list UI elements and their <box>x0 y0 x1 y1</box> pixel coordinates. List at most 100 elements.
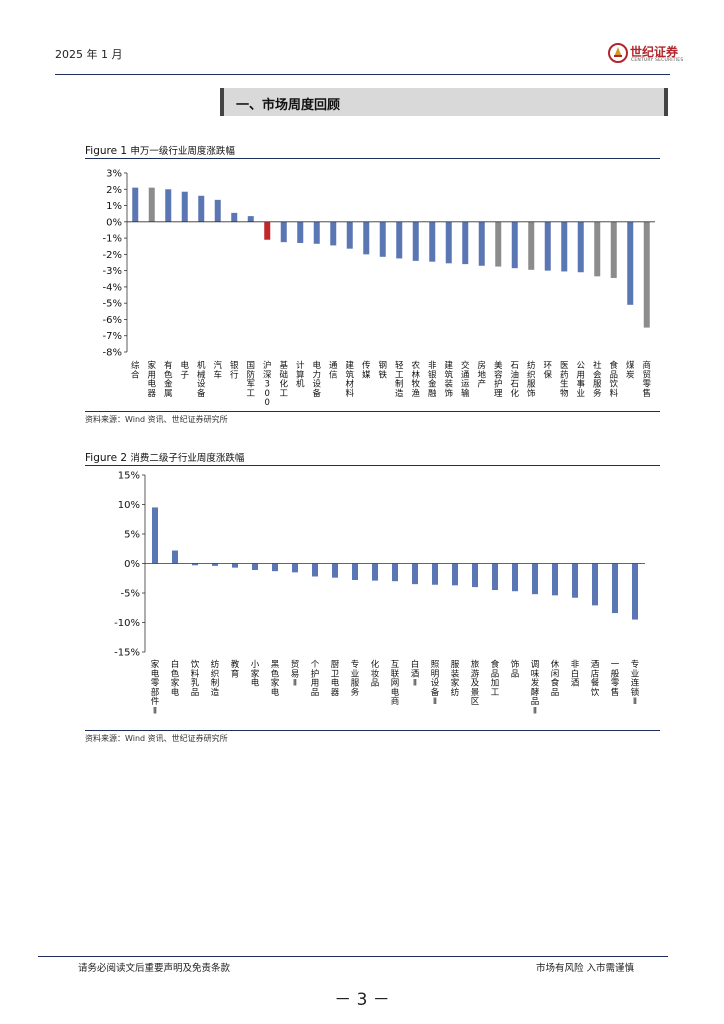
figure1-category-label: 有色金属 <box>164 360 173 399</box>
figure1-bottom-rule <box>85 411 660 412</box>
figure1-bar <box>379 221 386 257</box>
figure1-category-label: 综合 <box>131 360 140 380</box>
figure1-bar <box>148 187 155 222</box>
figure1-category-label: 食品饮料 <box>609 360 618 399</box>
figure1-bar <box>412 221 419 261</box>
figure1-bar <box>544 221 551 271</box>
figure1-y-tick-label: -6% <box>103 315 122 326</box>
figure1-category-label: 钢铁 <box>378 360 387 380</box>
figure1-y-tick-label: 1% <box>106 201 122 212</box>
figure1-category-label: 家用电器 <box>147 360 156 399</box>
figure1-bar <box>577 221 584 273</box>
figure2-bar <box>252 563 258 570</box>
figure2-bar <box>632 563 638 620</box>
figure2-bar <box>472 563 478 588</box>
figure2-category-label: 白色家电 <box>171 659 180 698</box>
figure2-bar <box>592 563 598 606</box>
figure2-title: Figure 2 消费二级子行业周度涨跌幅 <box>85 450 244 464</box>
figure1-bar <box>264 221 271 240</box>
figure1-category-label: 计算机 <box>296 360 305 390</box>
figure2-category-label: 白酒 Ⅱ <box>411 659 420 689</box>
figure2-category-label: 厨卫电器 <box>331 660 340 698</box>
figure1-bar <box>181 191 188 222</box>
footer-risk-notice: 市场有风险 入市需谨慎 <box>536 963 635 974</box>
figure2-top-rule <box>85 465 660 466</box>
figure2-bar <box>512 563 518 592</box>
figure2-category-label: 黑色家电 <box>271 660 280 698</box>
figure1-source-wind: Wind <box>125 415 146 424</box>
figure1-category-label: 美容护理 <box>494 360 503 399</box>
figure2-source-prefix: 资料来源： <box>85 734 125 743</box>
figure1-bar <box>445 221 452 264</box>
figure2-category-label: 小家电 <box>251 659 260 689</box>
figure1-bar <box>330 221 337 246</box>
figure1-category-label: 汽车 <box>213 360 222 380</box>
figure1-bar <box>643 221 650 328</box>
figure2-category-label: 旅游及景区 <box>471 659 480 707</box>
figure2-category-label: 一般零售 <box>611 660 620 698</box>
figure1-bar <box>396 221 403 259</box>
figure2-label: Figure 2 <box>85 452 128 464</box>
figure2-bar <box>192 563 198 566</box>
figure1-source: 资料来源：Wind 资讯、世纪证券研究所 <box>85 414 228 425</box>
figure2-bar <box>312 563 318 577</box>
figure2-source-wind: Wind <box>125 734 146 743</box>
figure2-category-label: 互联网电商 <box>391 660 400 707</box>
figure1-caption: 申万一级行业周度涨跌幅 <box>130 146 235 157</box>
figure2-category-label: 饰品 <box>511 659 520 679</box>
company-logo: 世纪证券 CENTURY SECURITIES <box>608 42 688 68</box>
figure2-bottom-rule <box>85 730 660 731</box>
figure2-category-label: 服装家纺 <box>451 660 460 698</box>
figure1-y-tick-label: -4% <box>103 282 122 293</box>
figure2-category-label: 化妆品 <box>371 659 380 689</box>
figure2-bar <box>332 563 338 578</box>
figure1-bar <box>214 199 221 222</box>
figure1-bar <box>478 221 485 266</box>
figure1-category-label: 银行 <box>230 360 239 380</box>
figure2-category-label: 酒店餐饮 <box>591 660 600 698</box>
figure2-category-label: 家电零部件 Ⅱ <box>151 659 160 717</box>
figure1-y-tick-label: -7% <box>103 331 122 342</box>
figure2-bar <box>412 563 418 585</box>
figure1-bar <box>511 221 518 269</box>
figure2-bar <box>212 563 218 566</box>
figure1-category-label: 国防军工 <box>246 361 255 399</box>
figure1-bar <box>165 189 172 222</box>
figure2-category-label: 休闲食品 <box>551 659 560 698</box>
figure1-category-label: 沪深 3 0 0 <box>263 360 272 408</box>
figure2-bar <box>532 563 538 595</box>
logo-name-en: CENTURY SECURITIES <box>631 58 684 63</box>
figure1-y-tick-label: -3% <box>103 266 122 277</box>
figure2-y-tick-label: -15% <box>114 648 140 659</box>
figure2-category-label: 照明设备 Ⅱ <box>431 660 440 707</box>
figure1-category-label: 基础化工 <box>279 360 288 399</box>
figure1-category-label: 轻工制造 <box>395 360 404 399</box>
logo-name-cn: 世纪证券 <box>630 45 679 59</box>
figure2-bar <box>152 507 158 564</box>
figure2-source-rest: 资讯、世纪证券研究所 <box>145 734 228 743</box>
figure1-source-rest: 资讯、世纪证券研究所 <box>145 415 228 424</box>
figure1-title: Figure 1 申万一级行业周度涨跌幅 <box>85 143 235 157</box>
figure1-category-label: 传媒 <box>362 360 371 380</box>
figure1-bar <box>313 221 320 244</box>
figure2-bar <box>172 550 178 564</box>
figure1-bar <box>280 221 287 243</box>
figure1-bar <box>627 221 634 305</box>
figure1-category-label: 建筑装饰 <box>444 360 453 399</box>
figure2-bar-chart: 15% 10% 5% 0% -5% -10% -15% 家电零部件 Ⅱ 白色家电 饮料乳品 纺织制造 教… <box>114 471 645 717</box>
figure1-bar <box>462 221 469 265</box>
figure1-category-label: 非银金融 <box>428 360 437 399</box>
section-title: 一、市场周度回顾 <box>236 98 341 113</box>
figure1-source-prefix: 资料来源： <box>85 415 125 424</box>
figure1-category-label: 机械设备 <box>197 360 206 399</box>
figure1-category-label: 社会服务 <box>593 360 602 399</box>
figure1-bar <box>346 221 353 249</box>
figure1-category-label: 医药生物 <box>560 361 569 399</box>
figure1-bar <box>495 221 502 267</box>
figure1-bar <box>231 212 238 222</box>
figure1-bar <box>247 216 254 222</box>
figure2-category-label: 贸易 Ⅱ <box>291 659 300 689</box>
figure1-bar <box>528 221 535 270</box>
figure1-y-tick-label: 2% <box>106 185 122 196</box>
figure1-category-label: 石油石化 <box>510 361 519 399</box>
